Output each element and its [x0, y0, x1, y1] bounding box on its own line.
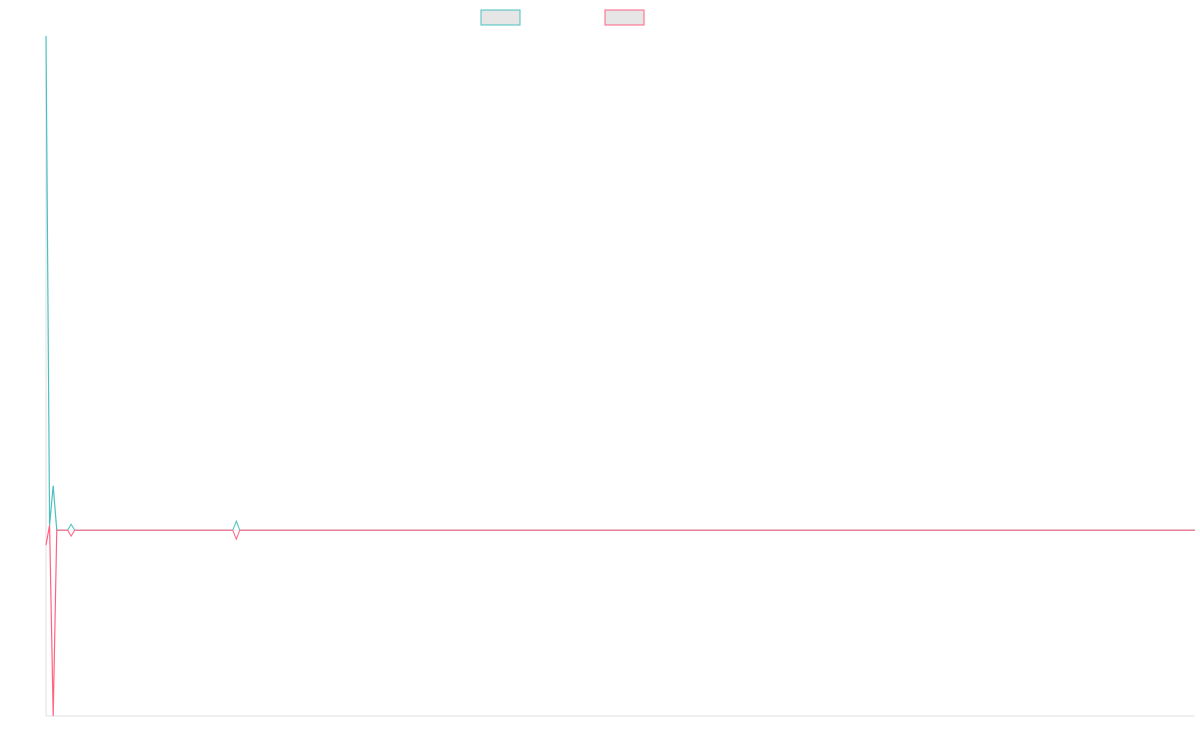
series-line-2	[45, 525, 1195, 717]
series-line-1	[45, 35, 1195, 531]
axes	[45, 36, 1195, 717]
data-point-marker[interactable]	[232, 519, 241, 531]
data-point-marker[interactable]	[232, 530, 241, 541]
data-point-marker[interactable]	[67, 523, 76, 531]
data-point-marker[interactable]	[67, 529, 76, 538]
series-group	[45, 35, 1195, 717]
legend	[480, 9, 645, 26]
legend-swatch-1[interactable]	[480, 9, 521, 26]
legend-swatch-2[interactable]	[604, 9, 645, 26]
